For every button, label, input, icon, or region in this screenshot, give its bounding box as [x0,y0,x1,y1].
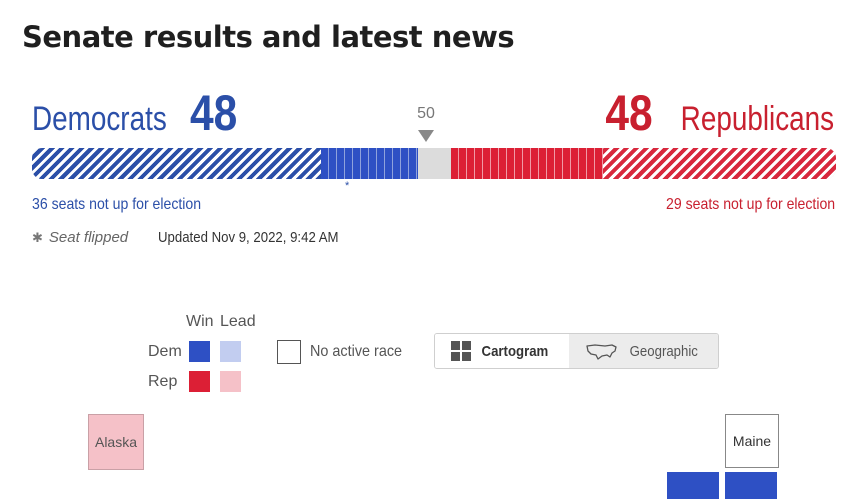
republicans-header: 48 Republicans [597,84,834,142]
us-map-icon [586,344,617,360]
majority-marker-arrow-icon [418,130,434,142]
state-tile-dem[interactable] [667,472,719,499]
rep-won-segment[interactable] [451,148,603,179]
republicans-seat-count: 48 [605,85,653,141]
legend-rep-label: Rep [148,373,178,390]
rep-win-swatch [189,371,210,392]
democrats-label: Democrats [32,100,167,138]
geographic-label: Geographic [629,342,698,360]
updated-timestamp: Updated Nov 9, 2022, 9:42 AM [158,229,339,246]
rep-not-up-segment [603,148,836,179]
legend-dem-label: Dem [148,343,182,360]
no-active-race-swatch [277,340,301,364]
cartogram-button[interactable]: Cartogram [435,334,569,368]
dem-not-up-segment [32,148,321,179]
state-tile-alaska[interactable]: Alaska [88,414,144,470]
state-tile-maine[interactable]: Maine [725,414,779,468]
grid-icon [451,341,472,361]
legend-win-header: Win [186,313,214,330]
democrats-header: Democrats 48 [32,84,246,142]
legend-lead-header: Lead [220,313,256,330]
democrats-seat-count: 48 [190,85,238,141]
dem-not-up-text: 36 seats not up for election [32,196,202,213]
rep-not-up-text: 29 seats not up for election [665,196,835,213]
dem-lead-swatch [220,341,241,362]
dem-won-segment[interactable] [321,148,418,179]
cartogram-label: Cartogram [481,342,549,360]
no-active-race-label: No active race [310,343,403,360]
rep-lead-swatch [220,371,241,392]
map-view-toggle[interactable]: Cartogram Geographic [434,333,719,369]
state-tile-dem[interactable] [725,472,777,499]
republicans-label: Republicans [680,100,834,138]
majority-marker-label: 50 [417,105,435,122]
geographic-button[interactable]: Geographic [569,334,718,368]
seat-flipped-key: ✱ Seat flipped [32,229,128,246]
star-icon: ✱ [32,229,43,245]
page-title: Senate results and latest news [22,20,515,54]
dem-win-swatch [189,341,210,362]
seat-flipped-label: Seat flipped [48,229,129,246]
flipped-seat-star-icon: * [345,180,350,192]
senate-balance-bar[interactable] [32,148,836,179]
undecided-segment [418,148,451,179]
